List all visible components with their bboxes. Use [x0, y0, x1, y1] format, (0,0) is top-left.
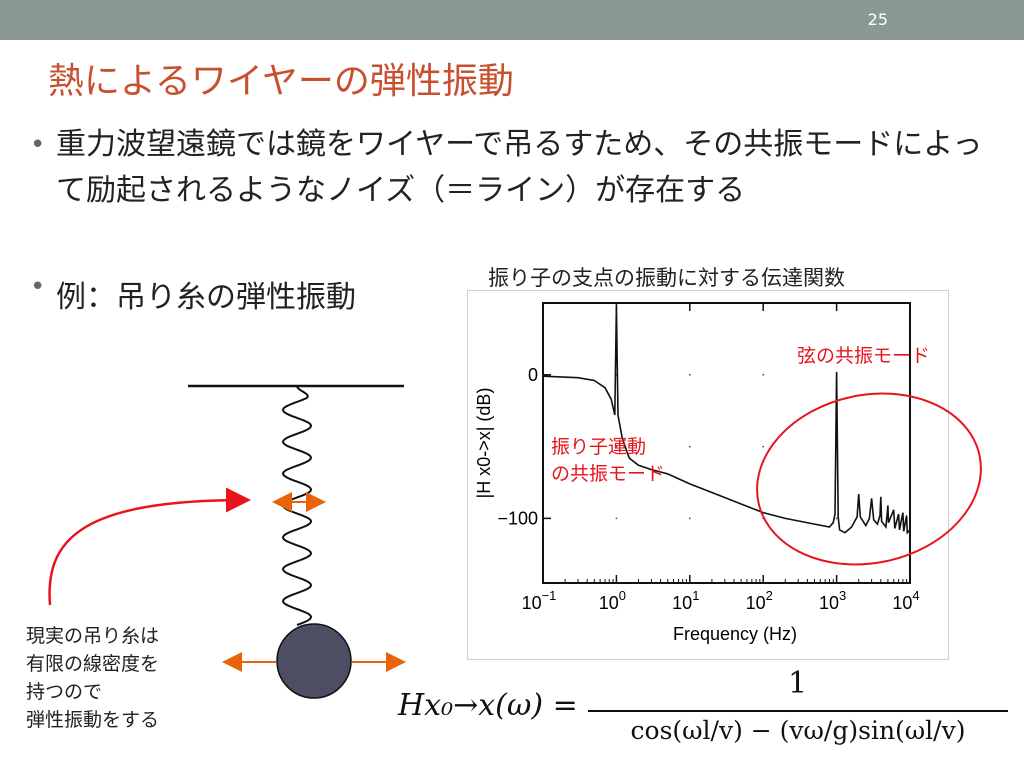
bullet-item: 重力波望遠鏡では鏡をワイヤーで吊るすため、その共振モードによって励起されるような… [30, 122, 1005, 214]
note-line: 有限の線密度を [26, 653, 160, 675]
fraction-bar [588, 710, 1008, 712]
pendulum-mode-label-1: 振り子運動 [551, 436, 646, 458]
top-bar: 25 [0, 0, 1024, 40]
x-tick-label: 104 [892, 588, 919, 613]
grid-dot [835, 517, 838, 520]
x-tick-label: 103 [819, 588, 846, 613]
slide-title: 熱によるワイヤーの弾性振動 [48, 61, 514, 102]
x-tick-label: 100 [599, 588, 626, 613]
grid-dot [688, 373, 691, 376]
bullet-item-example: 例：吊り糸の弾性振動 [30, 272, 356, 316]
figure-frame [467, 290, 949, 660]
note-line: 弾性振動をする [26, 709, 160, 731]
formula-denominator: cos(ωl/v) − (vω/g)sin(ωl/v) [630, 716, 966, 745]
formula-numerator: 1 [788, 666, 808, 701]
grid-dot [688, 517, 691, 520]
x-tick-label: 10−1 [522, 588, 557, 613]
bullet-list: 重力波望遠鏡では鏡をワイヤーで吊るすため、その共振モードによって励起されるような… [30, 122, 1005, 214]
y-axis-label: |H x0->x| (dB) [474, 388, 494, 499]
transfer-function-formula: Hx₀→x(ω) = 1 cos(ωl/v) − (vω/g)sin(ωl/v) [398, 666, 1014, 762]
grid-dot [615, 445, 618, 448]
x-tick-label: 102 [746, 588, 773, 613]
grid-dot [615, 517, 618, 520]
pendulum-mass [276, 623, 352, 699]
y-tick-label: 0 [528, 365, 538, 385]
y-tick-label: −100 [497, 508, 538, 528]
string-mode-highlight [756, 392, 982, 566]
pendulum-mode-label-2: の共振モード [551, 463, 665, 485]
wire-note: 現実の吊り糸は 有限の線密度を 持つので 弾性振動をする [26, 622, 159, 734]
note-pointer-arrow [48, 487, 251, 606]
wire [281, 385, 313, 626]
string-mode-label: 弦の共振モード [797, 345, 930, 367]
grid-dot [762, 373, 765, 376]
note-line: 持つので [26, 681, 103, 703]
grid-dot [762, 445, 765, 448]
grid-dot [688, 445, 691, 448]
note-line: 現実の吊り糸は [26, 625, 160, 647]
x-axis-label: Frequency (Hz) [673, 624, 797, 644]
formula-lhs: Hx₀→x(ω) = [398, 688, 578, 723]
x-tick-label: 101 [672, 588, 699, 613]
series-line [542, 305, 911, 535]
slide-number: 25 [867, 10, 888, 29]
figure-caption: 振り子の支点の振動に対する伝達関数 [488, 266, 845, 290]
plot-area [542, 302, 911, 584]
